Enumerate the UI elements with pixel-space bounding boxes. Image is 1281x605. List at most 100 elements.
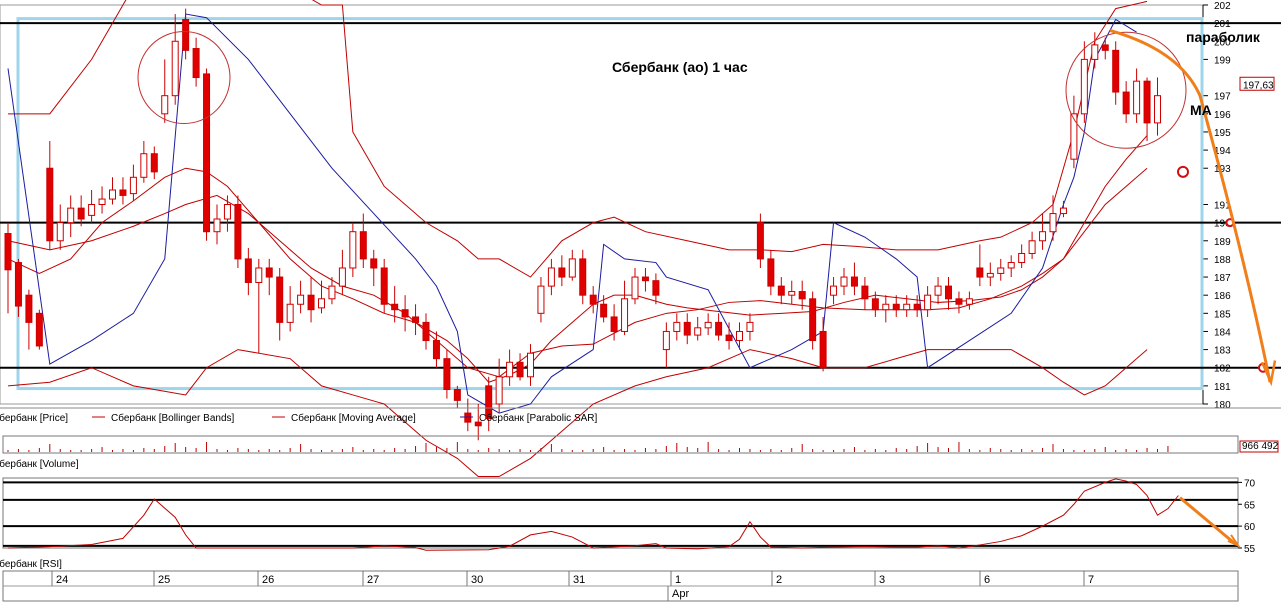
candle-body — [370, 258, 378, 269]
date-axis: 24 25 26 27 30 31 1 2 3 6 7 — [2, 570, 1239, 602]
date-label: 6 — [984, 574, 990, 586]
candle-body — [98, 198, 106, 206]
price-tick-label: 199 — [1214, 55, 1231, 66]
candle-body — [464, 412, 472, 423]
bollinger-lower-line — [7, 349, 1148, 478]
candle-body — [767, 258, 775, 287]
price-tick-label: 187 — [1214, 273, 1231, 284]
candle-body — [704, 321, 712, 329]
candle-body — [276, 276, 284, 323]
candle-body — [25, 294, 33, 323]
candle-body — [579, 258, 587, 296]
candle-body — [506, 361, 514, 378]
candle-body — [1080, 58, 1088, 115]
candle-body — [1039, 231, 1047, 242]
candle-body — [422, 321, 430, 342]
date-label: 1 — [675, 574, 681, 586]
rsi-panel: 70 65 60 55 — [2, 477, 1256, 555]
date-label: 27 — [367, 574, 379, 586]
candle-body — [955, 298, 963, 305]
candle-body — [234, 204, 242, 260]
bollinger-upper-line — [8, 0, 1148, 278]
rsi-forecast-line — [1179, 496, 1237, 546]
candle-body — [736, 330, 743, 342]
rsi-series-name: Сбербанк [RSI] — [0, 558, 62, 570]
candle-body — [182, 19, 190, 51]
candle-body — [129, 176, 137, 195]
volume-value-label: 966 492 — [1242, 441, 1279, 452]
target-marker — [1177, 165, 1189, 178]
candle-body — [35, 312, 43, 347]
candle-body — [432, 340, 440, 360]
price-tick-label: 193 — [1214, 164, 1231, 175]
date-label: 24 — [56, 574, 68, 586]
volume-value-box — [1239, 440, 1279, 453]
candle-body — [631, 276, 639, 300]
price-tick-label: 195 — [1214, 128, 1231, 139]
candle-body — [171, 40, 179, 97]
annotation-parabolic: параболик — [1186, 29, 1261, 45]
moving-average-line — [7, 167, 1148, 383]
candle-body — [871, 298, 879, 311]
price-panel: 180 181 182 183 184 185 186 187 188 189 190 191 193 1… — [0, 0, 1281, 478]
candle-body — [349, 231, 357, 269]
candle-body — [161, 95, 169, 115]
candle-body — [694, 327, 702, 336]
volume-frame — [2, 435, 1239, 454]
legend-row: Сбербанк [Price] Сбербанк [Bollinger Band… — [0, 407, 1281, 424]
price-tick-label: 182 — [1214, 364, 1231, 375]
candle-body — [474, 421, 482, 427]
legend-label: Сбербанк [Price] — [0, 412, 68, 424]
forecast-curve — [1109, 28, 1272, 383]
candle-body — [986, 272, 994, 278]
rsi-forecast-arrowhead — [1227, 534, 1241, 548]
price-tick-label: 197 — [1214, 92, 1231, 103]
candle-body — [913, 303, 921, 311]
price-tick-label: 190 — [1214, 219, 1231, 230]
candle-body — [965, 298, 973, 305]
candle-body — [328, 285, 336, 300]
rsi-line — [7, 478, 1179, 551]
bollinger-mid-line — [7, 135, 1148, 378]
price-tick-label: 185 — [1214, 309, 1231, 320]
candle-body — [788, 291, 796, 296]
date-label: 2 — [776, 574, 782, 586]
price-tick-label: 186 — [1214, 291, 1231, 302]
candle-body — [119, 189, 127, 196]
candle-body — [516, 361, 524, 378]
candle-body — [265, 267, 273, 278]
candle-body — [401, 309, 409, 318]
candle-body — [589, 294, 597, 305]
candle-body — [495, 376, 503, 405]
candle-body — [318, 298, 325, 309]
rsi-tick-label: 70 — [1244, 478, 1256, 489]
annotation-ma: МА — [1190, 102, 1212, 118]
candle-body — [77, 207, 85, 220]
candle-body — [652, 280, 660, 296]
candle-body — [67, 207, 75, 224]
candle-body — [600, 303, 608, 318]
candle-body — [14, 262, 22, 307]
candle-body — [1101, 44, 1109, 51]
candle-body — [997, 267, 1005, 274]
date-label: 26 — [262, 574, 274, 586]
candle-body — [819, 330, 827, 369]
candle-body — [777, 285, 785, 296]
date-label: 7 — [1088, 574, 1094, 586]
last-price-box — [1239, 76, 1275, 91]
price-tick-label: 183 — [1214, 346, 1231, 357]
parabolic-sar-line — [7, 13, 1137, 414]
candle-body — [1091, 44, 1099, 60]
candle-body — [903, 303, 911, 311]
price-tick-label: 181 — [1214, 382, 1231, 393]
candle-body — [1018, 252, 1026, 264]
candle-body — [391, 303, 399, 311]
rsi-tick-label: 60 — [1244, 522, 1256, 533]
candle-body — [412, 316, 420, 323]
channel-frame — [16, 17, 1204, 391]
volume-series-name: Сбербанк [Volume] — [0, 458, 79, 470]
legend-label: Сбербанк [Moving Average] — [291, 412, 416, 424]
price-tick-label: 201 — [1214, 19, 1231, 30]
candle-body — [1154, 95, 1161, 124]
legend-label: Сбербанк [Parabolic SAR] — [479, 412, 598, 424]
